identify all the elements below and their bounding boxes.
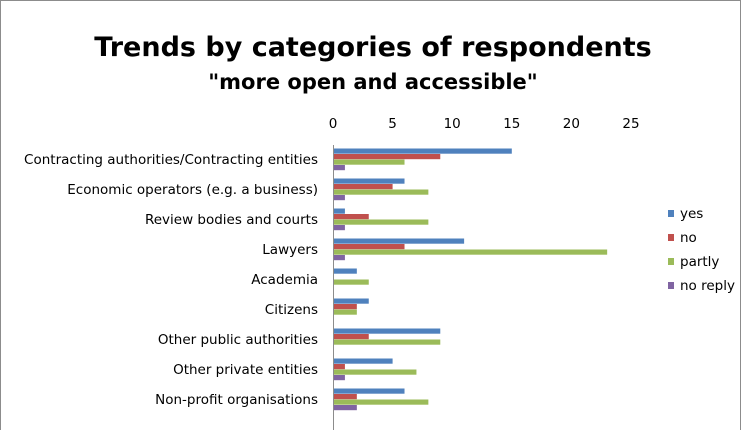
bar-yes bbox=[334, 178, 405, 184]
bar-no-reply bbox=[334, 225, 345, 231]
x-tick-label: 10 bbox=[444, 116, 461, 132]
bar-yes bbox=[334, 148, 512, 154]
legend-label: partly bbox=[680, 254, 719, 270]
legend-swatch bbox=[668, 210, 674, 217]
bar-no bbox=[334, 154, 441, 160]
category-label: Economic operators (e.g. a business) bbox=[67, 182, 318, 198]
bar-yes bbox=[334, 328, 441, 334]
bars bbox=[334, 148, 608, 411]
bar-partly bbox=[334, 219, 429, 225]
bar-no bbox=[334, 214, 369, 220]
x-tick-label: 15 bbox=[503, 116, 520, 132]
bar-yes bbox=[334, 208, 345, 214]
bar-partly bbox=[334, 159, 405, 165]
category-label: Contracting authorities/Contracting enti… bbox=[24, 152, 318, 168]
bar-no bbox=[334, 394, 357, 400]
bar-no-reply bbox=[334, 195, 345, 201]
x-tick-label: 25 bbox=[622, 116, 639, 132]
bar-partly bbox=[334, 309, 357, 315]
category-label: Other public authorities bbox=[158, 332, 318, 348]
category-label: Lawyers bbox=[262, 242, 318, 258]
bar-partly bbox=[334, 369, 417, 375]
bar-no-reply bbox=[334, 405, 357, 411]
bar-no bbox=[334, 244, 405, 250]
bar-no-reply bbox=[334, 375, 345, 381]
x-tick-label: 5 bbox=[388, 116, 397, 132]
bar-partly bbox=[334, 279, 369, 285]
legend: yes no partly no reply bbox=[668, 206, 735, 294]
legend-swatch bbox=[668, 234, 674, 241]
bar-no-reply bbox=[334, 165, 345, 171]
bar-yes bbox=[334, 238, 465, 244]
legend-label: yes bbox=[680, 206, 703, 222]
bar-no bbox=[334, 364, 345, 370]
bar-yes bbox=[334, 298, 369, 304]
bar-no bbox=[334, 334, 369, 340]
x-tick-label: 20 bbox=[563, 116, 580, 132]
bar-yes bbox=[334, 388, 405, 394]
legend-swatch bbox=[668, 282, 674, 289]
x-tick-label: 0 bbox=[329, 116, 338, 132]
category-labels: Contracting authorities/Contracting enti… bbox=[24, 152, 318, 408]
category-label: Non-profit organisations bbox=[155, 392, 318, 408]
chart-subtitle: "more open and accessible" bbox=[208, 70, 538, 94]
legend-label: no reply bbox=[680, 278, 735, 294]
category-label: Review bodies and courts bbox=[145, 212, 318, 228]
category-label: Citizens bbox=[265, 302, 318, 318]
bar-no bbox=[334, 184, 393, 190]
bar-yes bbox=[334, 268, 357, 274]
bar-partly bbox=[334, 339, 441, 345]
bar-yes bbox=[334, 358, 393, 364]
category-label: Other private entities bbox=[173, 362, 318, 378]
bar-no-reply bbox=[334, 255, 345, 261]
x-tick-labels: 0 5 10 15 20 25 bbox=[329, 116, 640, 132]
bar-partly bbox=[334, 399, 429, 405]
bar-partly bbox=[334, 249, 608, 255]
legend-label: no bbox=[680, 230, 697, 246]
legend-swatch bbox=[668, 258, 674, 265]
category-label: Academia bbox=[251, 272, 318, 288]
chart-title: Trends by categories of respondents bbox=[94, 32, 651, 63]
bar-no bbox=[334, 304, 357, 310]
bar-partly bbox=[334, 189, 429, 195]
